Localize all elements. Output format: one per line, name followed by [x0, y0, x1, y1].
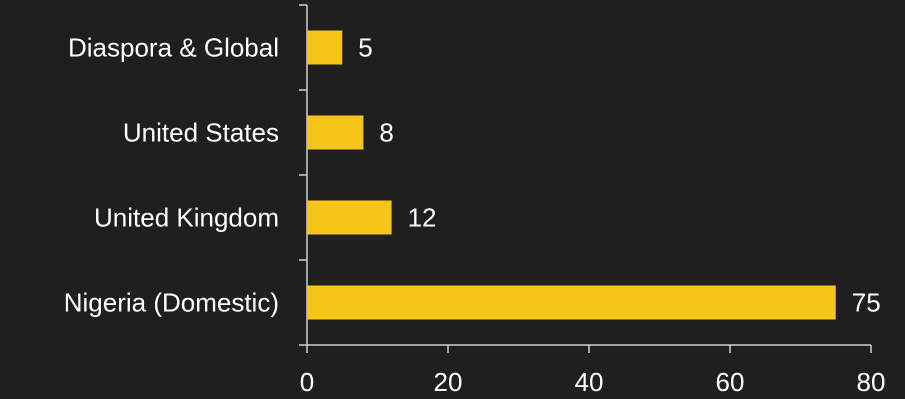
x-tick-label: 80	[857, 367, 886, 397]
category-label: Diaspora & Global	[68, 33, 279, 63]
bars	[307, 30, 836, 320]
data-label: 8	[379, 118, 393, 148]
category-label: United Kingdom	[94, 203, 279, 233]
x-tick-label: 60	[716, 367, 745, 397]
category-label: United States	[123, 118, 279, 148]
x-tick-label: 0	[300, 367, 314, 397]
x-axis: 0 20 40 60 80	[300, 344, 886, 397]
x-tick-label: 40	[575, 367, 604, 397]
category-labels: Diaspora & Global United States United Kin…	[64, 33, 279, 318]
y-axis	[299, 4, 308, 346]
bar	[307, 30, 343, 65]
data-label: 5	[358, 33, 372, 63]
category-label: Nigeria (Domestic)	[64, 288, 279, 318]
data-labels: 5 8 12 75	[358, 33, 880, 318]
bar	[307, 115, 364, 150]
x-tick-label: 20	[434, 367, 463, 397]
data-label: 75	[852, 288, 881, 318]
bar	[307, 285, 836, 320]
bar	[307, 200, 392, 235]
data-label: 12	[408, 203, 437, 233]
